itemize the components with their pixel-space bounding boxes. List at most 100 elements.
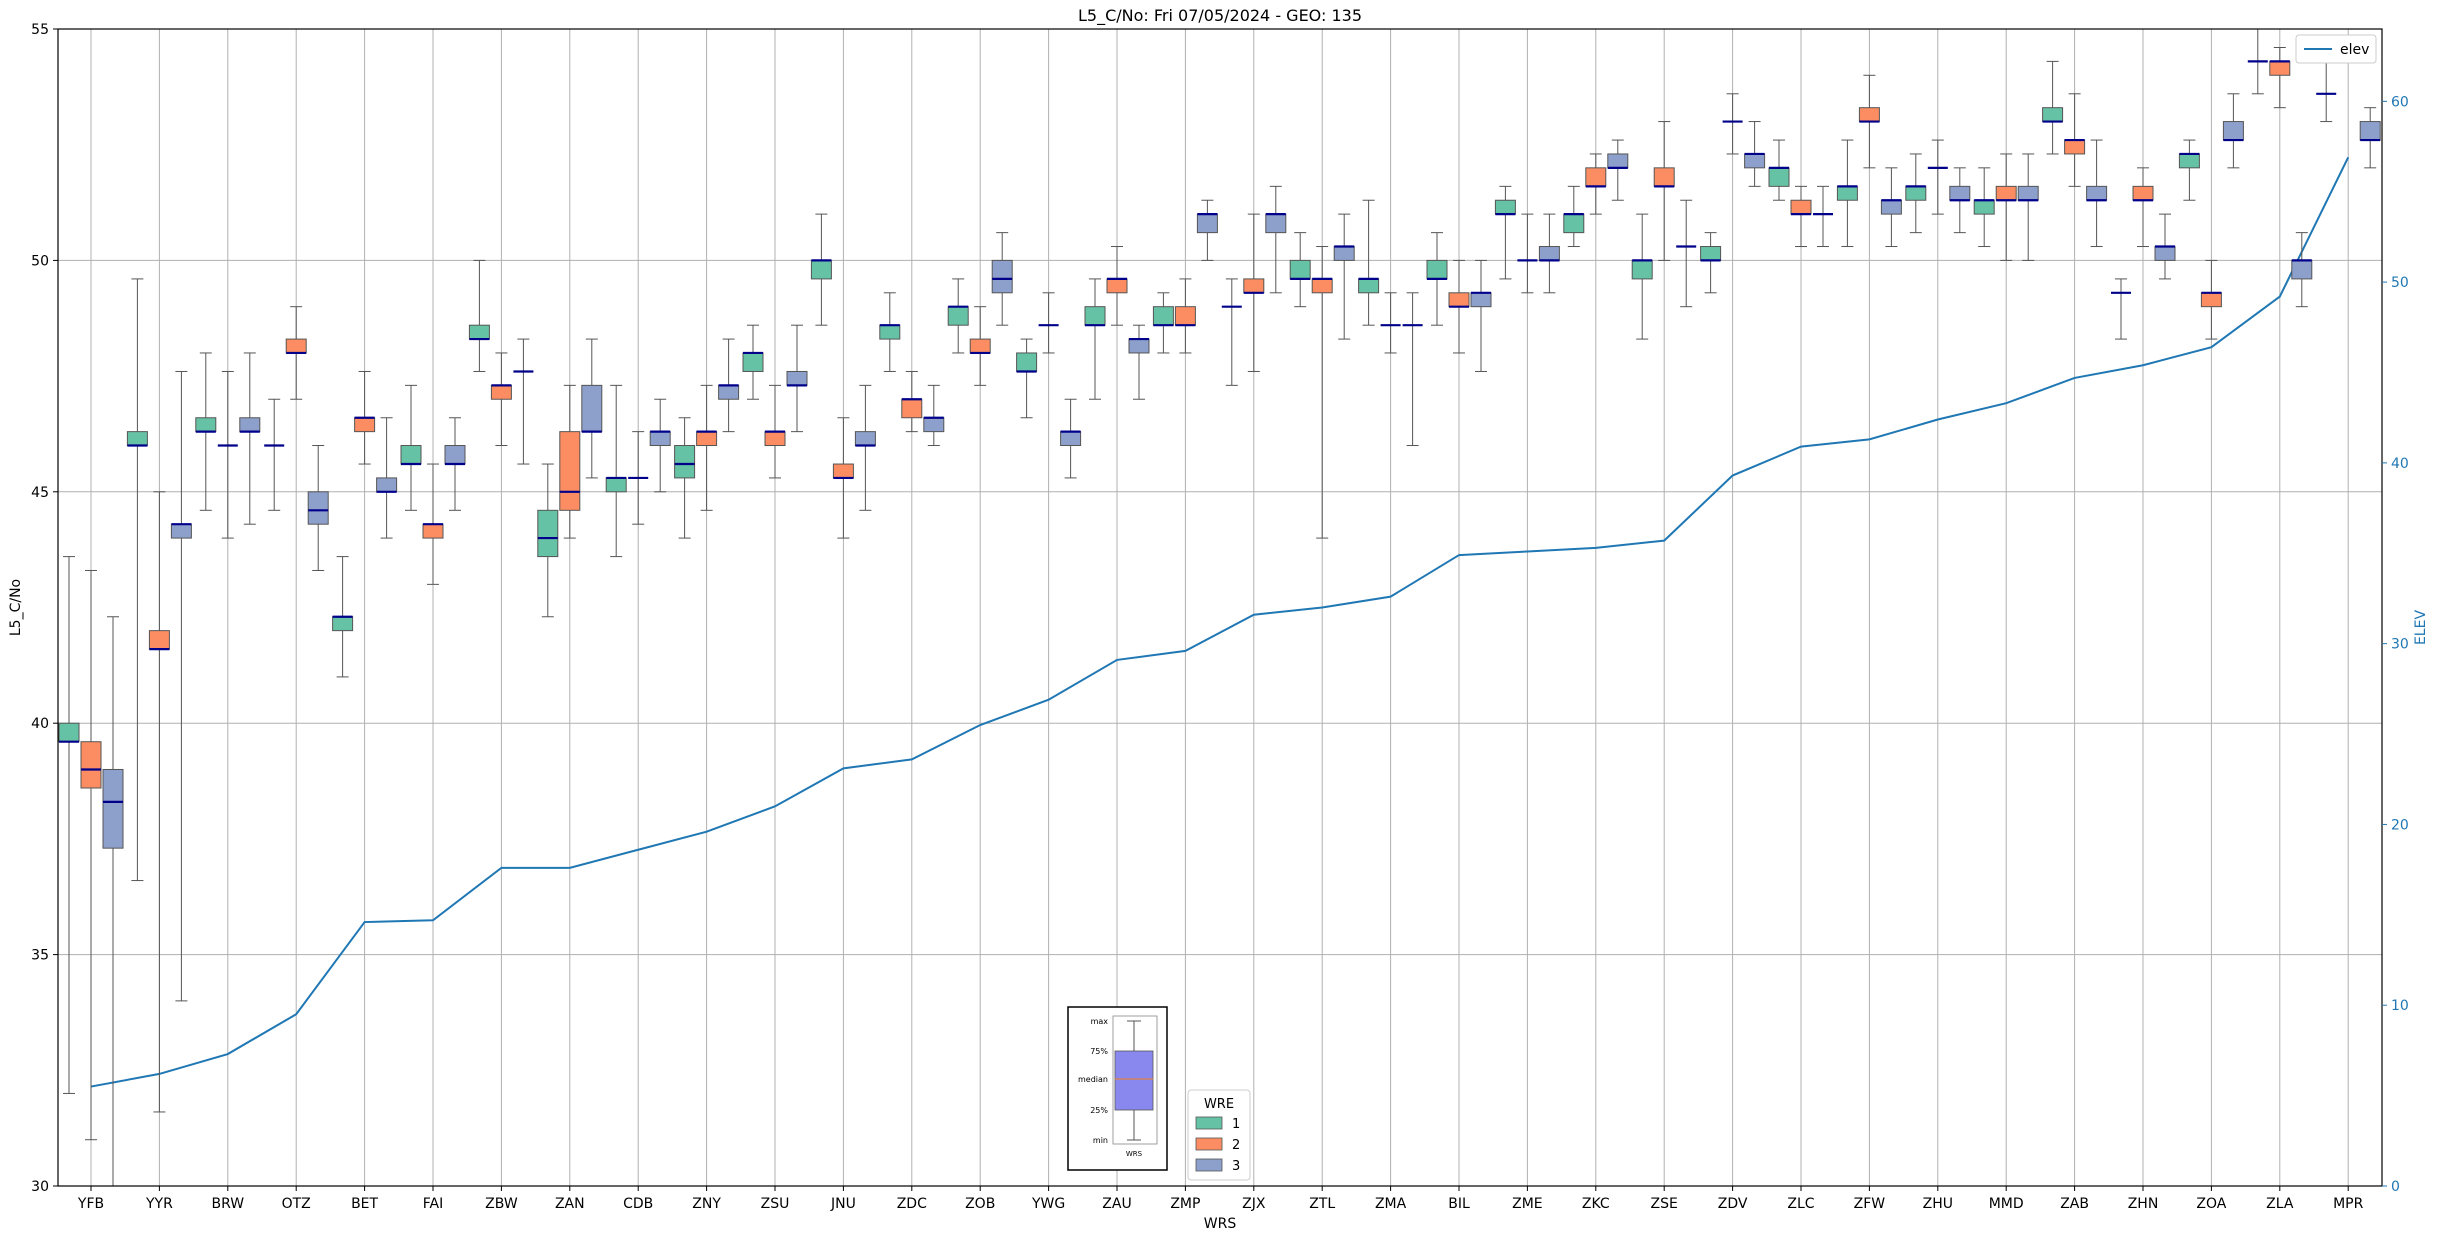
box-zmp-wre3 <box>1196 199 1218 261</box>
box-zdv-wre2 <box>1722 93 1743 155</box>
box-iqr <box>1311 278 1333 294</box>
x-tick-label: ZBW <box>485 1196 518 1212</box>
x-tick-label: BET <box>351 1196 378 1212</box>
box-iqr <box>854 431 876 447</box>
x-tick-label: ZJX <box>1242 1196 1266 1212</box>
box-ywg-wre3 <box>1060 398 1082 479</box>
box-yfb-wre1 <box>58 556 80 1094</box>
box-ztl-wre3 <box>1333 213 1355 340</box>
wre-legend-swatch <box>1195 1116 1223 1130</box>
box-otz-wre1 <box>264 398 285 511</box>
box-zbw-wre1 <box>468 259 490 372</box>
box-yyr-wre3 <box>170 370 192 1002</box>
box-bet-wre2 <box>354 370 376 465</box>
box-otz-wre2 <box>285 306 307 400</box>
elev-line <box>90 156 2350 1088</box>
y2-tick-label: 30 <box>2391 637 2409 653</box>
key-label: 75% <box>1090 1047 1108 1056</box>
x-tick-label: MPR <box>2333 1196 2364 1212</box>
box-iqr <box>2200 292 2222 308</box>
box-zhn-wre2 <box>2132 167 2154 248</box>
box-iqr <box>148 630 170 650</box>
box-zdc-wre3 <box>923 384 945 447</box>
box-yfb-wre2 <box>80 569 102 1141</box>
grid <box>58 28 2382 1187</box>
box-iqr <box>1949 185 1971 201</box>
box-iqr <box>1333 246 1355 261</box>
box-iqr <box>1538 246 1560 261</box>
x-tick-label: ZTL <box>1309 1196 1335 1212</box>
box-fai-wre2 <box>422 463 444 585</box>
x-tick-label: ZNY <box>692 1196 721 1212</box>
box-iqr <box>969 338 991 354</box>
box-iqr <box>1494 199 1516 215</box>
x-tick-label: ZMA <box>1375 1196 1407 1212</box>
box-zsu-wre2 <box>764 384 786 479</box>
x-tick-label: ZSE <box>1651 1196 1678 1212</box>
box-mmd-wre1 <box>1973 167 1995 248</box>
box-mmd-wre3 <box>2017 153 2039 261</box>
box-iqr <box>2154 246 2176 261</box>
wre-legend-label: 2 <box>1232 1138 1240 1153</box>
y2-tick-label: 50 <box>2391 275 2409 291</box>
wre-legend-swatch <box>1195 1137 1223 1151</box>
x-tick-label: ZAB <box>2060 1196 2089 1212</box>
wre-legend[interactable]: WRE 1 2 3 <box>1187 1089 1251 1181</box>
box-iqr <box>1790 199 1812 215</box>
box-iqr <box>1905 185 1927 201</box>
box-yfb-wre3 <box>102 616 124 1187</box>
wre-legend-swatch <box>1195 1158 1223 1172</box>
box-iqr <box>1174 306 1196 326</box>
box-zfw-wre2 <box>1858 74 1880 169</box>
box-iqr <box>674 445 696 479</box>
box-zlc-wre3 <box>1813 185 1833 248</box>
box-cdb-wre1 <box>605 384 627 558</box>
box-yyr-wre1 <box>126 278 148 882</box>
box-zse-wre3 <box>1676 199 1697 308</box>
box-fai-wre3 <box>444 417 466 511</box>
box-zla-wre3 <box>2291 232 2313 308</box>
box-zsu-wre1 <box>742 324 764 400</box>
y-tick-label: 50 <box>31 253 49 269</box>
key-box <box>1114 1050 1154 1111</box>
box-iqr <box>1243 278 1265 294</box>
box-zhu-wre2 <box>1927 139 1948 215</box>
box-iqr <box>1106 278 1128 294</box>
box-zla-wre2 <box>2269 47 2291 109</box>
box-zlc-wre1 <box>1768 139 1790 201</box>
box-iqr <box>1128 338 1150 354</box>
box-iqr <box>1563 213 1585 234</box>
box-ztl-wre2 <box>1311 246 1333 539</box>
box-iqr <box>764 431 786 447</box>
box-zhu-wre3 <box>1949 167 1971 234</box>
box-zkc-wre2 <box>1585 153 1607 215</box>
box-iqr <box>422 523 444 539</box>
box-iqr <box>879 324 901 340</box>
plot-frame <box>57 28 2383 1187</box>
box-bet-wre1 <box>332 556 354 678</box>
box-iqr <box>718 384 740 400</box>
x-tick-label: ZDV <box>1718 1196 1748 1212</box>
x-tick-label: BRW <box>211 1196 244 1212</box>
y-tick-label: 30 <box>31 1179 49 1195</box>
x-tick-label: ZAN <box>555 1196 585 1212</box>
x-tick-label: YYR <box>145 1196 173 1212</box>
wre-legend-label: 3 <box>1232 1159 1240 1174</box>
box-zoa-wre2 <box>2200 259 2222 340</box>
box-iqr <box>1470 292 1492 308</box>
box-iqr <box>1585 167 1607 187</box>
box-iqr <box>1152 306 1174 326</box>
box-iqr <box>810 259 832 280</box>
x-axis-label: WRS <box>1204 1216 1237 1232</box>
box-zau-wre2 <box>1106 246 1128 326</box>
wre-legend-title: WRE <box>1204 1097 1234 1112</box>
box-zob-wre1 <box>947 278 969 354</box>
elev-legend[interactable]: elev <box>2295 34 2377 64</box>
box-zob-wre3 <box>991 232 1013 326</box>
box-iqr <box>696 431 718 447</box>
box-iqr <box>2132 185 2154 201</box>
wre-legend-frame <box>1187 1089 1251 1181</box>
box-zny-wre3 <box>718 338 740 433</box>
box-iqr <box>2269 60 2291 76</box>
